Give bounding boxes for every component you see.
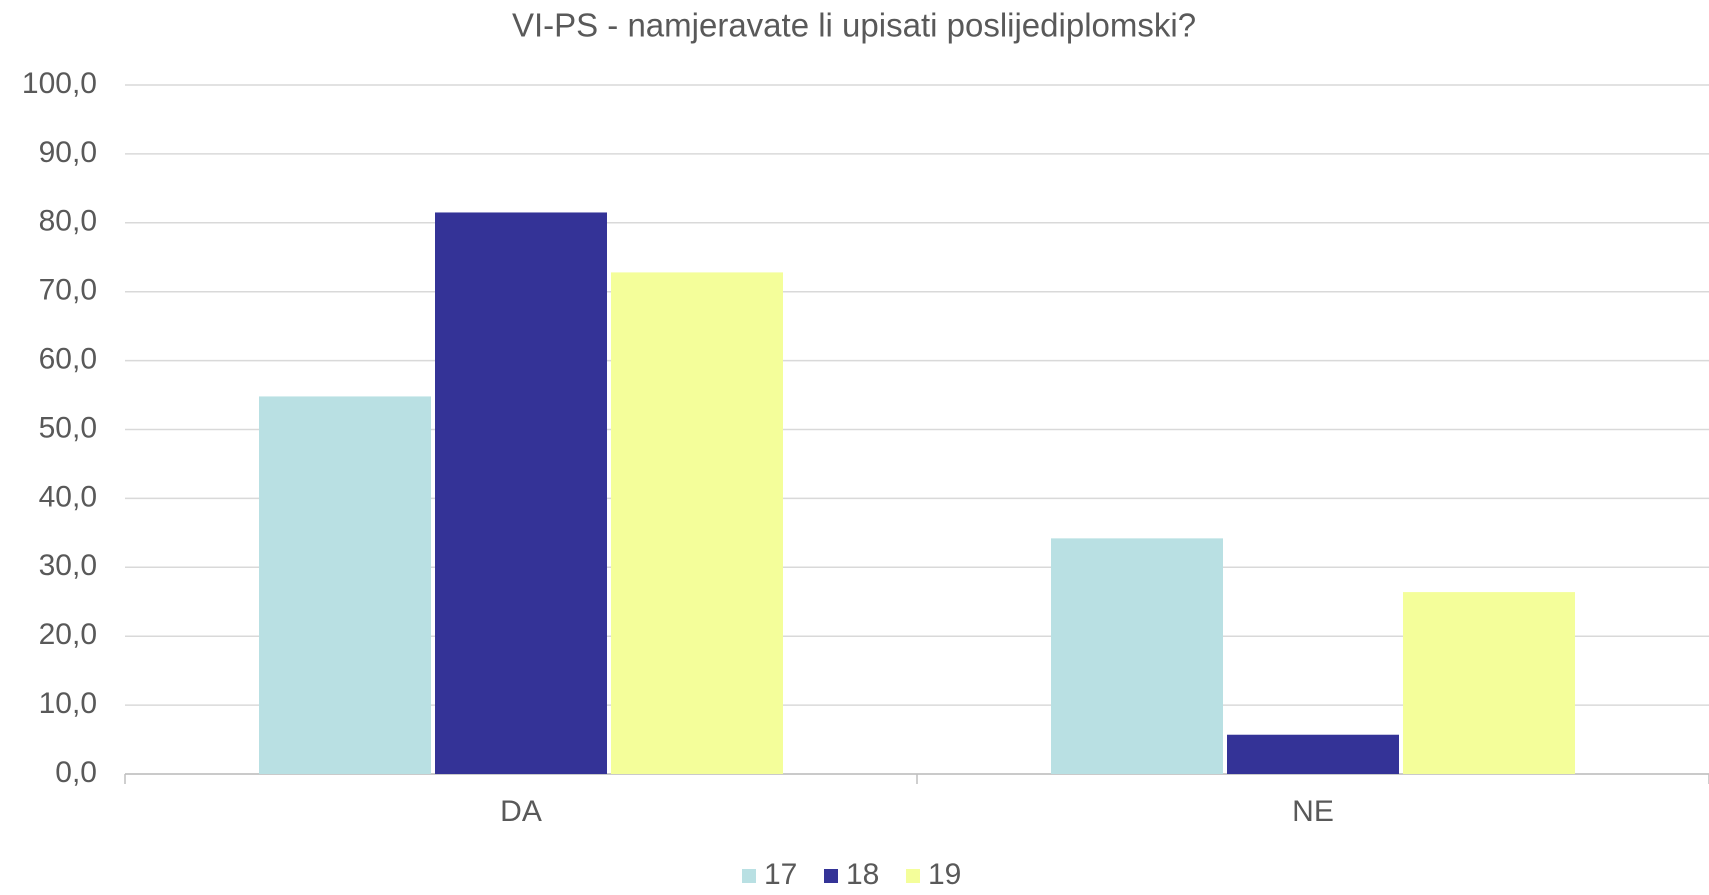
y-tick-label: 50,0 xyxy=(39,411,97,444)
legend-label: 18 xyxy=(846,858,879,890)
x-tick-label: NE xyxy=(1292,795,1334,828)
bar xyxy=(611,272,783,774)
bar xyxy=(1227,734,1399,774)
bar xyxy=(435,212,607,775)
y-tick-label: 40,0 xyxy=(39,480,97,513)
bar xyxy=(1051,538,1223,774)
y-tick-label: 80,0 xyxy=(39,205,97,238)
y-tick-label: 10,0 xyxy=(39,687,97,720)
y-tick-label: 20,0 xyxy=(39,618,97,651)
y-tick-label: 30,0 xyxy=(39,549,97,582)
x-tick-label: DA xyxy=(500,795,542,828)
y-tick-label: 60,0 xyxy=(39,343,97,376)
legend-label: 17 xyxy=(764,858,797,890)
chart-title: VI-PS - namjeravate li upisati poslijedi… xyxy=(512,7,1196,44)
legend-swatch xyxy=(742,869,756,883)
bar xyxy=(1403,592,1575,774)
y-tick-label: 100,0 xyxy=(22,67,97,100)
legend-swatch xyxy=(824,869,838,883)
y-tick-label: 70,0 xyxy=(39,274,97,307)
bar xyxy=(259,396,431,774)
legend-label: 19 xyxy=(928,858,961,890)
legend-swatch xyxy=(906,869,920,883)
y-tick-label: 90,0 xyxy=(39,136,97,169)
y-tick-label: 0,0 xyxy=(55,756,97,789)
